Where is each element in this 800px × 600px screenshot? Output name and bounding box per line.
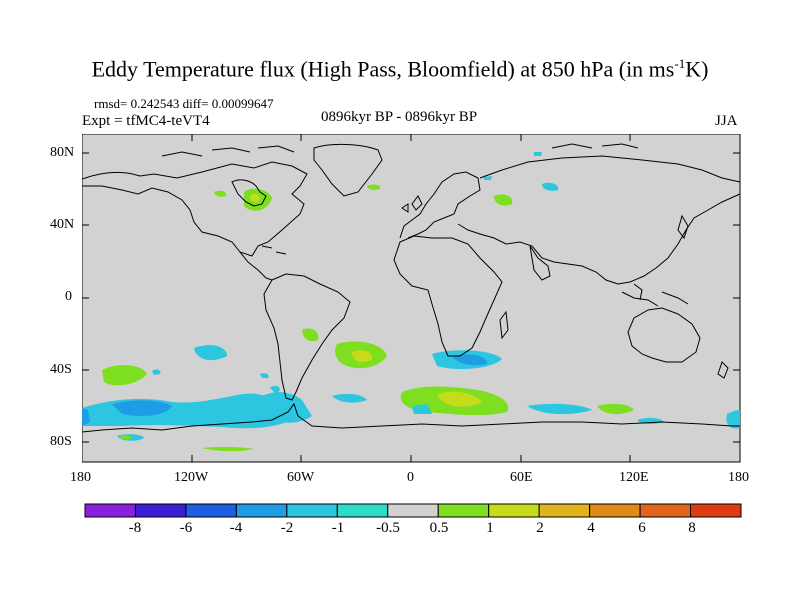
colorbar-box (589, 503, 641, 518)
colorbar-label: 0.5 (429, 520, 449, 536)
colorbar-label: -0.5 (376, 520, 400, 536)
flux-anomalies (82, 152, 740, 452)
colorbar-boxes (84, 503, 742, 518)
lat-label-80n: 80N (50, 145, 75, 160)
australia-coast (627, 307, 701, 363)
lon-label-60e: 60E (510, 470, 533, 485)
colorbar-box (488, 503, 540, 518)
colorbar (84, 503, 742, 518)
south-america-coast (263, 273, 351, 401)
colorbar-box (437, 503, 490, 518)
cyan-region-east-edge (726, 410, 740, 429)
caribbean-islands (261, 245, 287, 255)
lat-label-eq: 0 (65, 289, 72, 304)
new-zealand-coast (717, 361, 729, 379)
cyan-region-arctic-top (534, 152, 542, 156)
colorbar-box (235, 503, 288, 518)
lat-label-80s: 80S (50, 434, 72, 449)
lon-label-120w: 120W (174, 470, 209, 485)
cyan-region-small-east (260, 373, 269, 378)
period-label: 0896kyr BP - 0896kyr BP (321, 109, 478, 125)
green-region-indian-south (597, 403, 634, 415)
cyan-region-weddell (332, 393, 367, 403)
cyan-region-arctic-small (484, 176, 492, 180)
yellow-region-south-atlantic (437, 391, 482, 407)
lon-label-60w: 60W (287, 470, 315, 485)
colorbar-label: 2 (536, 520, 544, 536)
season-label: JJA (715, 113, 738, 129)
greenland-coast (313, 143, 383, 197)
map-panel (82, 134, 741, 463)
colorbar-box (134, 503, 187, 518)
colorbar-label: -4 (229, 520, 243, 536)
colorbar-box (387, 503, 439, 518)
lon-label-180w: 180 (70, 470, 91, 485)
europe-coast (399, 171, 481, 239)
stats-text: rmsd= 0.242543 diff= 0.00099647 (94, 96, 274, 111)
yellow-region-hudson (250, 193, 260, 203)
japan-coast (677, 214, 689, 240)
arctic-archipelago-coast (161, 145, 295, 157)
green-region-scandinavia (494, 194, 513, 206)
cyan-region-siberia (542, 182, 559, 191)
colorbar-box (639, 503, 692, 518)
indonesia-coast (621, 283, 689, 307)
north-america-coast (82, 161, 308, 257)
colorbar-label: -1 (331, 520, 345, 536)
cyan-region-patagonia (270, 385, 280, 394)
lon-label-120e: 120E (619, 470, 649, 485)
lon-label-0: 0 (407, 470, 414, 485)
lon-label-180e: 180 (728, 470, 749, 485)
madagascar-coast (499, 310, 509, 340)
colorbar-label: -6 (179, 520, 193, 536)
colorbar-label: 1 (486, 520, 494, 536)
colorbar-label: -8 (128, 520, 142, 536)
africa-coast (393, 235, 503, 357)
green-region-chile (302, 328, 319, 342)
colorbar-label: -2 (280, 520, 294, 536)
green-region-greenland (367, 184, 381, 190)
cyan-region-indian-south (527, 403, 592, 415)
experiment-label: Expt = tfMC4-teVT4 (82, 113, 210, 129)
cyan-region-drake (262, 392, 312, 423)
colorbar-box (185, 503, 237, 518)
hudson-bay-coast (231, 179, 267, 207)
colorbar-box (538, 503, 591, 518)
cyan-region-small-pacific (152, 369, 161, 375)
blue-region-south-pacific (112, 400, 172, 416)
india-coast (529, 245, 551, 281)
cyan-region-south-pacific-east (194, 345, 227, 361)
axis-ticks (82, 134, 740, 462)
green-region-ross (202, 446, 254, 452)
colorbar-label: 4 (587, 520, 595, 536)
green-region-canada-west (214, 190, 227, 197)
british-isles-coast (401, 195, 423, 213)
green-region-antarctic-coast (120, 435, 132, 440)
blue-region-agulhas (452, 354, 487, 366)
colorbar-box (84, 503, 136, 518)
colorbar-box (336, 503, 389, 518)
cyan-region-south-atlantic-west (412, 404, 432, 414)
colorbar-box (690, 503, 742, 518)
colorbar-box (286, 503, 338, 518)
coastlines (82, 143, 741, 433)
green-region-south-pacific-mid (102, 365, 147, 386)
central-america-coast (239, 251, 273, 281)
colorbar-label: 8 (688, 520, 696, 536)
yellow-region-south-atlantic-mid (352, 350, 373, 362)
blue-region-dateline (82, 408, 90, 426)
colorbar-label: 6 (638, 520, 646, 536)
lat-label-40n: 40N (50, 217, 75, 232)
antarctica-coast (82, 402, 740, 433)
arctic-siberia-coast (551, 143, 639, 149)
plot-title: Eddy Temperature flux (High Pass, Bloomf… (91, 56, 709, 82)
lat-label-40s: 40S (50, 362, 72, 377)
